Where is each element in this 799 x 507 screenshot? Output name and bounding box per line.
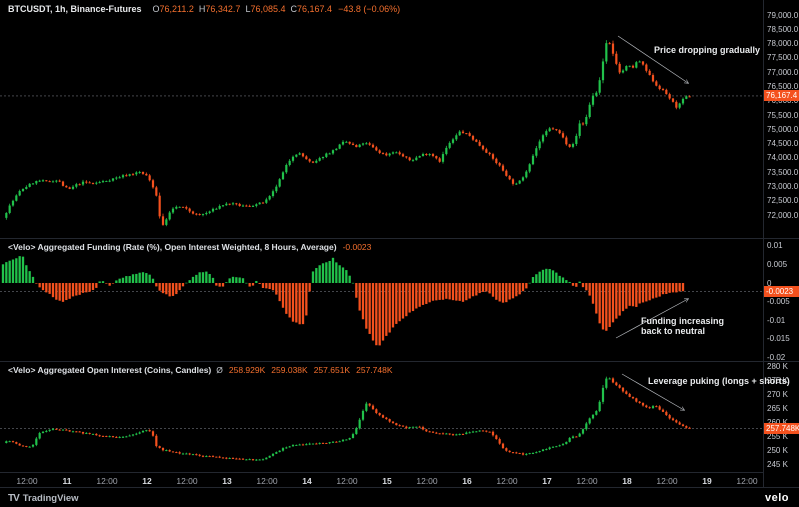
price-axis-separator[interactable] bbox=[763, 0, 764, 487]
time-label-day: 13 bbox=[222, 476, 232, 486]
price-tick-label: 78,500.0 bbox=[767, 24, 799, 34]
open-interest-candles-layer[interactable] bbox=[5, 376, 691, 461]
time-label-hour: 12:00 bbox=[496, 476, 518, 486]
price-tick-label: 75,000.0 bbox=[767, 124, 799, 134]
time-label-day: 15 bbox=[382, 476, 392, 486]
funding-badge: -0.0023 bbox=[764, 286, 799, 298]
ohlc-value: 76,342.7 bbox=[205, 4, 241, 14]
funding-tick-label: -0.005 bbox=[767, 297, 790, 307]
open-interest-badge: 257.748K bbox=[764, 422, 799, 434]
price-tick-label: 77,000.0 bbox=[767, 67, 799, 77]
tradingview-logo-text: TradingView bbox=[22, 492, 79, 504]
price-tick-label: 72,000.0 bbox=[767, 210, 799, 220]
funding-tick-label: 0.01 bbox=[767, 241, 783, 251]
annotation-arrow[interactable] bbox=[617, 35, 688, 83]
price-tick-label: 74,000.0 bbox=[767, 153, 799, 163]
ohlc-key: H bbox=[198, 4, 206, 14]
price-scale[interactable]: 76,167.4 -0.0023 257.748K 79,000.0 78,500… bbox=[764, 0, 799, 487]
bottom-bar: TV TradingView velo bbox=[0, 487, 799, 507]
ohlc-values: O76,211.2 H76,342.7 L76,085.4 C76,167.4 bbox=[148, 4, 333, 14]
time-label-hour: 12:00 bbox=[416, 476, 438, 486]
funding-legend: <Velo> Aggregated Funding (Rate (%), Ope… bbox=[8, 242, 371, 252]
ohlc-value: 76,085.4 bbox=[250, 4, 286, 14]
funding-last-value: -0.0023 bbox=[342, 242, 372, 252]
funding-bars-layer[interactable] bbox=[1, 256, 685, 346]
oi-ohlc-value: 257.748K bbox=[356, 365, 393, 375]
time-scale[interactable]: 12:00 11 12:00 12 12:00 13 12:00 14 12:00 15 12:00… bbox=[0, 472, 764, 488]
oi-tick-label: 250 K bbox=[767, 445, 788, 455]
ohlc-key: O bbox=[152, 4, 160, 14]
time-label-hour: 12:00 bbox=[736, 476, 758, 486]
time-label-hour: 12:00 bbox=[256, 476, 278, 486]
ohlc-key: C bbox=[290, 4, 298, 14]
time-label-day: 12 bbox=[142, 476, 152, 486]
price-tick-label: 78,000.0 bbox=[767, 39, 799, 49]
price-tick-label: 74,500.0 bbox=[767, 139, 799, 149]
price-candles-layer[interactable] bbox=[5, 40, 691, 227]
time-label-day: 17 bbox=[542, 476, 552, 486]
oi-tick-label: 280 K bbox=[767, 361, 788, 371]
funding-tick-label: -0.01 bbox=[767, 315, 786, 325]
time-label-hour: 12:00 bbox=[16, 476, 38, 486]
time-label-hour: 12:00 bbox=[96, 476, 118, 486]
tradingview-logo[interactable]: TV TradingView bbox=[8, 493, 79, 504]
panel-separator[interactable] bbox=[0, 238, 799, 239]
annotation-arrow[interactable] bbox=[615, 299, 688, 339]
time-label-hour: 12:00 bbox=[176, 476, 198, 486]
oi-values: 258.929K 259.038K 257.651K 257.748K bbox=[223, 365, 393, 375]
oi-ohlc-value: 259.038K bbox=[271, 365, 308, 375]
price-tick-label: 75,500.0 bbox=[767, 110, 799, 120]
time-label-day: 19 bbox=[702, 476, 712, 486]
funding-indicator-title[interactable]: <Velo> Aggregated Funding (Rate (%), Ope… bbox=[8, 242, 337, 252]
open-interest-legend: <Velo> Aggregated Open Interest (Coins, … bbox=[8, 365, 393, 375]
time-label-hour: 12:00 bbox=[656, 476, 678, 486]
tradingview-mark-icon: TV bbox=[8, 492, 20, 504]
oi-tick-label: 275 K bbox=[767, 375, 788, 385]
oi-tick-label: 245 K bbox=[767, 459, 788, 469]
ohlc-value: 76,211.2 bbox=[159, 4, 194, 14]
time-label-hour: 12:00 bbox=[336, 476, 358, 486]
oi-tick-label: 260 K bbox=[767, 418, 788, 427]
annotation-price-dropping[interactable]: Price dropping gradually bbox=[654, 45, 761, 55]
funding-tick-label: -0.015 bbox=[767, 334, 790, 344]
annotation-arrow[interactable] bbox=[621, 373, 684, 410]
panel-separator[interactable] bbox=[0, 361, 799, 362]
price-legend: BTCUSDT, 1h, Binance-Futures O76,211.2 H76… bbox=[8, 4, 400, 14]
funding-tick-label: 0 bbox=[767, 278, 772, 288]
oi-ohlc-value: 258.929K bbox=[228, 365, 266, 375]
change-value: −43.8 (−0.06%) bbox=[338, 4, 401, 14]
funding-tick-label: 0.005 bbox=[767, 259, 788, 269]
oi-tick-label: 255 K bbox=[767, 431, 788, 441]
time-label-day: 11 bbox=[62, 476, 72, 486]
funding-tick-label: -0.02 bbox=[767, 352, 786, 362]
price-tick-label: 76,500.0 bbox=[767, 81, 799, 91]
oi-indicator-title[interactable]: <Velo> Aggregated Open Interest (Coins, … bbox=[8, 365, 212, 375]
ohlc-key: L bbox=[245, 4, 251, 14]
price-tick-label: 73,500.0 bbox=[767, 167, 799, 177]
time-label-hour: 12:00 bbox=[576, 476, 598, 486]
time-label-day: 16 bbox=[462, 476, 472, 486]
last-price-badge: 76,167.4 bbox=[764, 90, 799, 102]
price-tick-label: 73,000.0 bbox=[767, 181, 799, 191]
time-label-day: 18 bbox=[622, 476, 632, 486]
ohlc-value: 76,167.4 bbox=[297, 4, 333, 14]
time-label-day: 14 bbox=[302, 476, 312, 486]
velo-logo: velo bbox=[764, 492, 789, 504]
oi-tick-label: 270 K bbox=[767, 389, 788, 399]
average-symbol: Ø bbox=[216, 365, 223, 375]
price-tick-label: 72,500.0 bbox=[767, 196, 799, 206]
annotation-funding-neutral[interactable]: Funding increasing back to neutral bbox=[641, 316, 725, 336]
annotation-leverage-puking[interactable]: Leverage puking (longs + shorts) bbox=[648, 376, 790, 386]
price-tick-label: 77,500.0 bbox=[767, 53, 799, 63]
symbol-title[interactable]: BTCUSDT, 1h, Binance-Futures bbox=[8, 4, 142, 14]
price-tick-label: 79,000.0 bbox=[767, 10, 799, 20]
oi-ohlc-value: 257.651K bbox=[313, 365, 351, 375]
oi-tick-label: 265 K bbox=[767, 403, 788, 413]
